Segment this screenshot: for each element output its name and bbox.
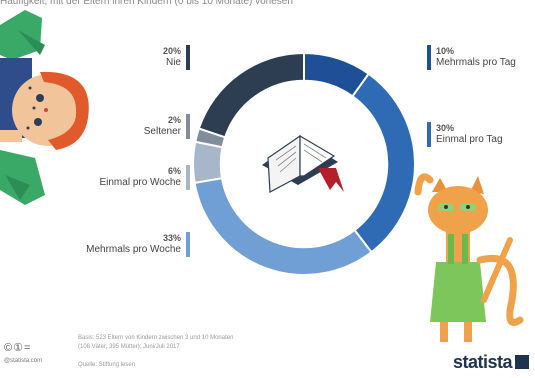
legend-swatch — [427, 45, 431, 70]
basis-line-1: Basis: 523 Eltern von Kindern zwischen 3… — [78, 335, 234, 341]
cat-illustration — [414, 173, 524, 342]
statista-logo-icon — [515, 355, 529, 369]
label-pct: 33% — [162, 233, 181, 243]
label-einmal-pro-woche: 6% Einmal pro Woche — [99, 165, 190, 190]
legend-swatch — [427, 122, 431, 147]
legend-swatch — [186, 165, 190, 190]
label-mehrmals-pro-tag: 10% Mehrmals pro Tag — [427, 45, 516, 70]
brand-name: statista — [452, 352, 513, 372]
footer-basis: Basis: 523 Eltern von Kindern zwischen 3… — [78, 334, 378, 352]
statista-logo[interactable]: statista — [453, 352, 529, 373]
label-seltener: 2% Seltener — [143, 114, 190, 139]
donut-chart — [192, 51, 416, 276]
label-text: Seltener — [143, 126, 181, 137]
label-text: Einmal pro Tag — [436, 134, 503, 145]
donut-slice-3 — [192, 140, 224, 185]
label-pct: 2% — [167, 115, 181, 125]
donut-slice-2 — [193, 177, 373, 276]
label-text: Nie — [165, 57, 181, 68]
label-pct: 20% — [162, 46, 181, 56]
label-text: Mehrmals pro Tag — [436, 57, 516, 68]
license-icons: ©①= — [4, 342, 32, 354]
basis-line-2: (108 Väter, 395 Mütter); Juni/Juli 2017 — [78, 344, 180, 350]
label-text: Einmal pro Woche — [99, 177, 181, 188]
legend-swatch — [186, 114, 190, 139]
label-pct: 30% — [436, 123, 455, 133]
chart-subtitle: Häufigkeit, mit der Eltern ihren Kindern… — [0, 0, 293, 7]
child-illustration — [0, 10, 89, 205]
label-nie: 20% Nie — [162, 45, 190, 70]
label-pct: 6% — [167, 166, 181, 176]
donut-slice-1 — [351, 72, 416, 254]
label-pct: 10% — [436, 46, 455, 56]
open-book-icon — [262, 134, 344, 193]
site-link[interactable]: @statista.com — [4, 358, 43, 364]
legend-swatch — [186, 45, 190, 70]
label-einmal-pro-tag: 30% Einmal pro Tag — [427, 122, 503, 147]
label-mehrmals-pro-woche: 33% Mehrmals pro Woche — [86, 232, 190, 257]
label-text: Mehrmals pro Woche — [86, 244, 181, 255]
donut-slice-5 — [197, 51, 305, 139]
legend-swatch — [186, 232, 190, 257]
footer-source: Quelle: Stiftung lesen — [78, 362, 136, 368]
